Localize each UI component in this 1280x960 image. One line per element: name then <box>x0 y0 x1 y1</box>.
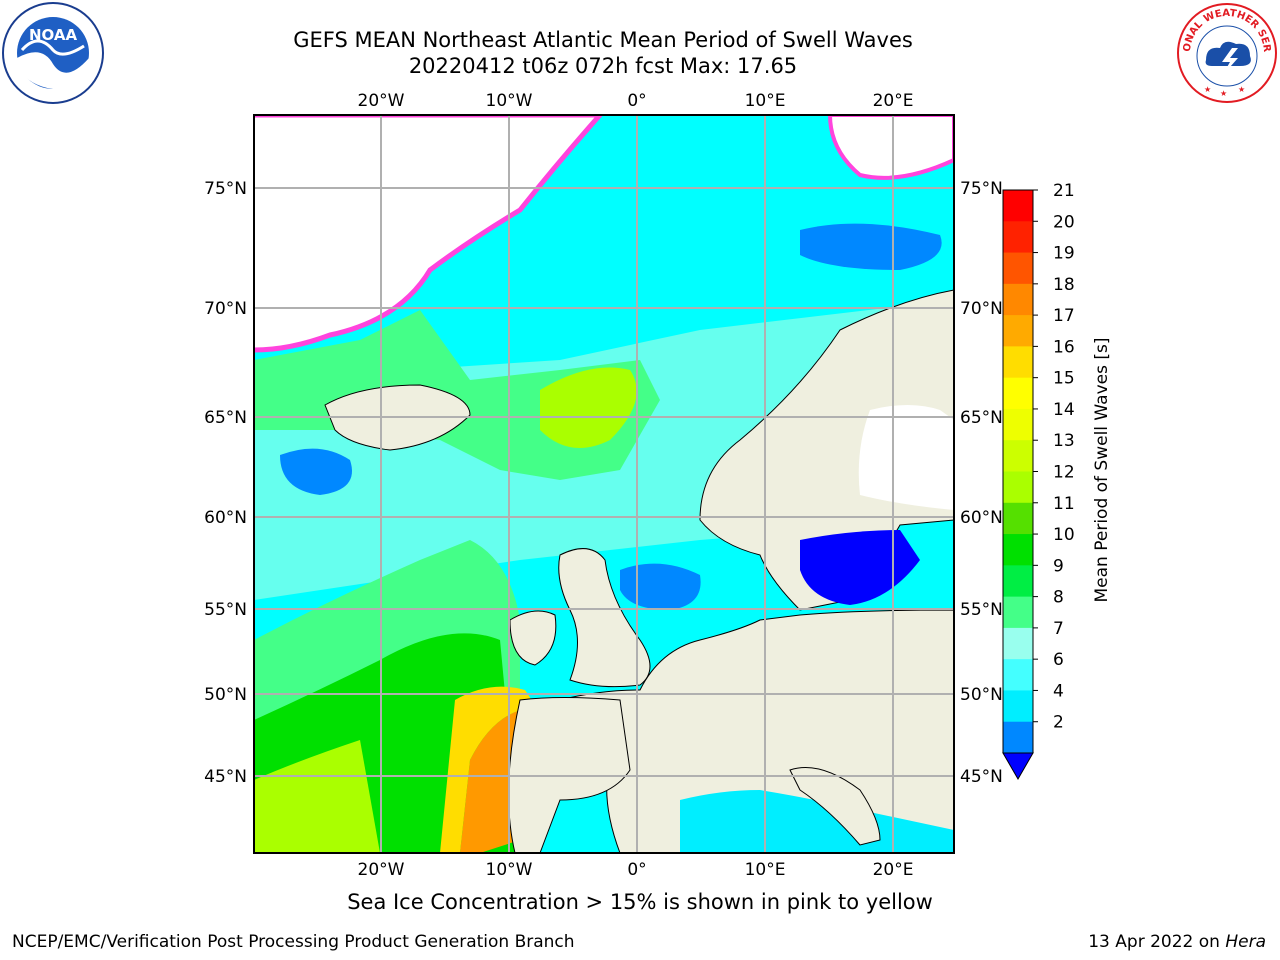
colorbar-tick-label: 18 <box>1053 275 1075 295</box>
sea-mediterranean <box>680 790 954 853</box>
colorbar-tick-label: 10 <box>1053 525 1075 545</box>
swell-region-yellow <box>440 686 545 853</box>
footer-machine: Hera <box>1225 932 1266 952</box>
colorbar-tick-label: 11 <box>1053 494 1075 514</box>
colorbar-tick-label: 17 <box>1053 306 1075 326</box>
svg-text:★: ★ <box>1220 89 1227 98</box>
lat-label-right: 55°N <box>960 600 1003 620</box>
chart-title: GEFS MEAN Northeast Atlantic Mean Period… <box>293 28 913 52</box>
colorbar-tick-label: 13 <box>1053 431 1075 451</box>
colorbar-tick-label: 7 <box>1053 619 1064 639</box>
colorbar-tick-label: 2 <box>1053 713 1064 733</box>
lat-label-left: 55°N <box>204 600 247 620</box>
map-frame <box>253 114 955 854</box>
noaa-logo: NOAA <box>2 2 104 104</box>
ice-free-gulf-of-bothnia <box>858 405 954 510</box>
colorbar-segment <box>1003 190 1033 222</box>
svg-text:★: ★ <box>1204 85 1211 94</box>
lon-label-top: 10°E <box>745 91 786 111</box>
colorbar-tick-label: 4 <box>1053 681 1064 701</box>
noaa-logo-text: NOAA <box>29 26 78 44</box>
colorbar-tick-label: 20 <box>1053 212 1075 232</box>
swell-region-baltic <box>800 530 920 605</box>
colorbar-extend-arrow <box>1002 752 1034 781</box>
lon-label-top: 20°E <box>873 91 914 111</box>
colorbar-segment <box>1003 315 1033 347</box>
footer-date-text: 13 Apr 2022 on <box>1088 932 1226 952</box>
colorbar-segment <box>1003 502 1033 535</box>
land-ireland <box>509 610 557 666</box>
colorbar-segment <box>1003 690 1033 723</box>
colorbar-tick-label: 21 <box>1053 181 1075 201</box>
lat-label-left: 70°N <box>204 299 247 319</box>
ice-free-land-greenland <box>254 115 600 350</box>
colorbar-tick-label: 8 <box>1053 588 1064 608</box>
swell-region-blue-west <box>280 448 352 495</box>
colorbar-tick-label: 6 <box>1053 650 1064 670</box>
colorbar-tick-label: 9 <box>1053 556 1064 576</box>
colorbar-segment <box>1003 596 1033 629</box>
colorbar-segment <box>1003 627 1033 660</box>
colorbar-segment <box>1003 659 1033 691</box>
chart-subtitle: 20220412 t06z 072h fcst Max: 17.65 <box>408 54 798 78</box>
colorbar-tick-label: 19 <box>1053 244 1075 264</box>
colorbar-segment <box>1003 440 1033 472</box>
colorbar-segment <box>1003 565 1033 598</box>
map-grid <box>254 115 954 853</box>
swell-region-north-high <box>540 367 637 448</box>
svg-text:★: ★ <box>1238 85 1245 94</box>
colorbar-tick-label: 12 <box>1053 463 1075 483</box>
colorbar-segment <box>1003 346 1033 379</box>
lon-label-bottom: 0° <box>627 860 646 880</box>
lat-label-left: 65°N <box>204 408 247 428</box>
colorbar-label: Mean Period of Swell Waves [s] <box>1092 338 1112 603</box>
lon-label-bottom: 20°W <box>358 860 405 880</box>
lon-label-top: 10°W <box>486 91 533 111</box>
lat-label-left: 60°N <box>204 508 247 528</box>
colorbar-segment <box>1003 408 1033 441</box>
colorbar-segment <box>1003 534 1033 566</box>
lat-label-right: 75°N <box>960 179 1003 199</box>
colorbar-segment <box>1003 721 1033 754</box>
colorbar-tick-label: 15 <box>1053 369 1075 389</box>
colorbar-segment <box>1003 471 1033 504</box>
colorbar-segment <box>1003 221 1033 254</box>
lat-label-left: 75°N <box>204 179 247 199</box>
lon-label-top: 0° <box>627 91 646 111</box>
lat-label-right: 45°N <box>960 767 1003 787</box>
lon-label-bottom: 10°E <box>745 860 786 880</box>
lat-label-right: 60°N <box>960 508 1003 528</box>
lat-label-right: 50°N <box>960 685 1003 705</box>
colorbar-segment <box>1003 377 1033 410</box>
lon-label-bottom: 10°W <box>486 860 533 880</box>
sea-ice-note: Sea Ice Concentration > 15% is shown in … <box>347 890 933 914</box>
lat-label-left: 50°N <box>204 685 247 705</box>
swell-region-blue-barents <box>800 223 942 270</box>
footer-credit: NCEP/EMC/Verification Post Processing Pr… <box>12 932 575 952</box>
land-italy <box>789 767 881 846</box>
colorbar-tick-label: 14 <box>1053 400 1075 420</box>
colorbar-tick-label: 16 <box>1053 337 1075 357</box>
lon-label-top: 20°W <box>358 91 405 111</box>
lat-label-left: 45°N <box>204 767 247 787</box>
lat-label-right: 70°N <box>960 299 1003 319</box>
colorbar-segment <box>1003 283 1033 316</box>
lat-label-right: 65°N <box>960 408 1003 428</box>
footer-date: 13 Apr 2022 on Hera <box>1088 932 1266 952</box>
swell-region-blue-northsea <box>620 563 701 610</box>
swell-region-yellowgreen <box>254 740 380 853</box>
colorbar-segment <box>1003 252 1033 285</box>
lon-label-bottom: 20°E <box>873 860 914 880</box>
land-great-britain <box>558 548 651 688</box>
nws-logo: NATIONAL WEATHER SERVICE ★ ★ ★ <box>1176 2 1277 103</box>
colorbar: 21 20 19 18 17 16 15 14 13 12 11 10 9 8 7 6 4 2 <box>1002 181 1075 781</box>
